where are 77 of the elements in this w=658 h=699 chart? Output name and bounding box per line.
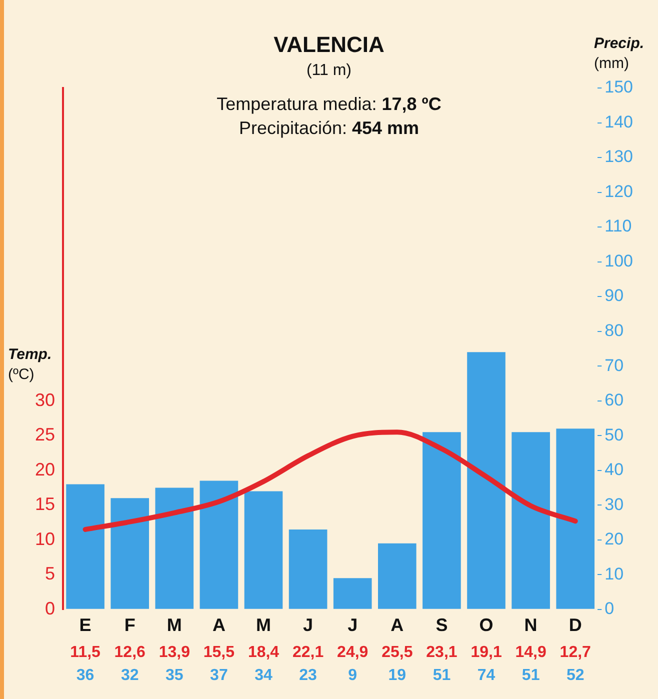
annotation: Precipitación: 454 mm bbox=[238, 118, 420, 138]
y-tick-label: 25 bbox=[34, 424, 56, 445]
y2-tick-label: 20 bbox=[604, 530, 624, 549]
data-label: 37 bbox=[210, 666, 228, 684]
data-label: 23 bbox=[299, 666, 318, 684]
annotation: Temperatura media: 17,8 ºC bbox=[216, 94, 442, 114]
x-tick-label: N bbox=[524, 615, 538, 636]
y2-tick-label: 110 bbox=[604, 216, 632, 236]
data-label: 51 bbox=[522, 666, 540, 684]
data-label: 74 bbox=[477, 666, 496, 684]
x-tick-label: A bbox=[212, 615, 226, 636]
x-tick-label: A bbox=[390, 615, 404, 636]
y-tick-label: 5 bbox=[45, 564, 56, 584]
y2-tick-label: 40 bbox=[604, 460, 624, 480]
y2-tick-label: 70 bbox=[604, 356, 624, 375]
data-label: 24,9 bbox=[337, 644, 368, 661]
y2-tick-label: 50 bbox=[604, 425, 624, 444]
x-tick-label: D bbox=[568, 615, 582, 636]
x-tick-label: J bbox=[348, 615, 358, 636]
y2-tick-label: 150 bbox=[604, 78, 634, 97]
x-tick-label: J bbox=[303, 615, 314, 636]
bar bbox=[244, 491, 283, 609]
bar bbox=[556, 428, 595, 609]
data-label: 19,1 bbox=[470, 644, 502, 661]
bar bbox=[333, 578, 372, 609]
y2-tick-label: 120 bbox=[604, 182, 634, 201]
x-tick-label: S bbox=[436, 615, 448, 636]
data-label: 35 bbox=[166, 666, 184, 684]
y2-tick-label: 90 bbox=[604, 286, 624, 306]
y-tick-label: 30 bbox=[34, 390, 56, 410]
data-label: 22,1 bbox=[292, 644, 324, 661]
y2-tick-label: 30 bbox=[604, 494, 624, 514]
data-label: 52 bbox=[566, 666, 584, 684]
bar bbox=[66, 484, 104, 609]
data-label: 12,7 bbox=[560, 644, 592, 661]
data-label: 34 bbox=[254, 666, 272, 684]
bar bbox=[378, 543, 416, 609]
bar bbox=[467, 352, 506, 609]
x-tick-label: M bbox=[166, 615, 182, 636]
data-label: 23,1 bbox=[426, 644, 458, 661]
bar bbox=[288, 529, 328, 609]
data-label: 13,9 bbox=[158, 644, 190, 661]
data-label: 15,5 bbox=[203, 644, 235, 661]
y2-tick-label: 0 bbox=[604, 599, 614, 618]
y-tick-label: 20 bbox=[34, 459, 56, 480]
y2-tick-label: 60 bbox=[604, 390, 624, 410]
y-axis-title: Temp. (ºC) bbox=[8, 345, 52, 385]
data-label: 51 bbox=[432, 666, 451, 684]
bar bbox=[110, 498, 150, 609]
data-label: 11,5 bbox=[70, 644, 101, 661]
y-tick-label: 10 bbox=[34, 528, 56, 549]
chart-title: VALENCIA bbox=[274, 32, 384, 57]
y-tick-label: 15 bbox=[34, 494, 56, 514]
y2-tick-label: 140 bbox=[604, 112, 634, 132]
y2-tick-label: 10 bbox=[604, 564, 624, 584]
bar bbox=[155, 488, 194, 609]
x-tick-label: F bbox=[124, 615, 136, 636]
data-label: 12,6 bbox=[114, 644, 146, 661]
y2-tick-label: 130 bbox=[604, 147, 634, 166]
bar bbox=[200, 480, 238, 609]
data-label: 19 bbox=[388, 666, 406, 684]
chart-subtitle: (11 m) bbox=[306, 62, 352, 79]
data-label: 14,9 bbox=[515, 644, 546, 661]
data-label: 25,5 bbox=[382, 644, 413, 661]
y2-tick-label: 100 bbox=[604, 251, 634, 270]
y-tick-label: 0 bbox=[45, 598, 56, 618]
data-label: 36 bbox=[76, 666, 94, 684]
data-label: 32 bbox=[120, 666, 139, 684]
x-tick-label: E bbox=[79, 615, 92, 636]
x-tick-label: O bbox=[479, 615, 494, 636]
y2-tick-label: 80 bbox=[604, 321, 624, 340]
data-label: 9 bbox=[348, 666, 358, 684]
x-tick-label: M bbox=[256, 615, 271, 636]
data-label: 18,4 bbox=[248, 644, 280, 661]
bar bbox=[422, 432, 461, 609]
bar bbox=[512, 432, 550, 609]
y2-axis-title: Precip. (mm) bbox=[594, 34, 644, 74]
